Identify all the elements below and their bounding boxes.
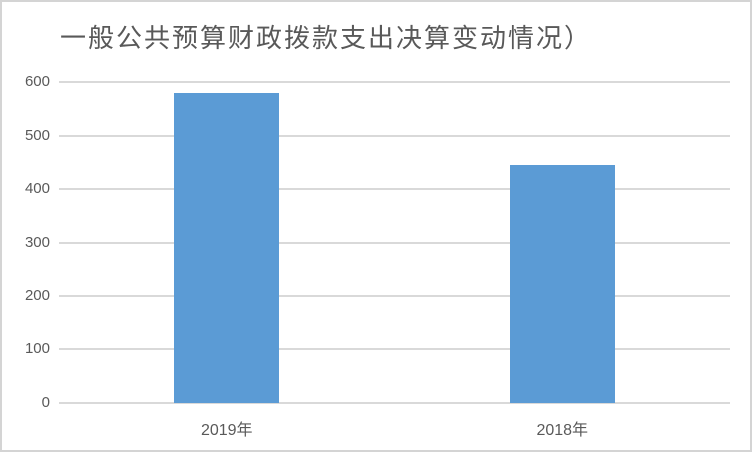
y-axis-tick-label: 100: [24, 340, 50, 358]
gridline: [59, 294, 730, 297]
y-axis-tick-label: 200: [24, 286, 50, 304]
gridline: [59, 241, 730, 244]
gridline: [59, 188, 730, 191]
gridline: [59, 401, 730, 404]
y-axis-tick-label: 300: [24, 233, 50, 251]
y-axis-tick-label: 600: [24, 73, 50, 91]
y-axis-tick-label: 500: [24, 126, 50, 144]
gridline: [59, 134, 730, 137]
bar: [509, 165, 615, 403]
bar: [174, 92, 280, 403]
gridline: [59, 348, 730, 351]
x-axis-category-label: 2019年: [200, 422, 253, 439]
chart-title: 一般公共预算财政拨款支出决算变动情况）: [60, 23, 593, 53]
x-axis-category-label: 2018年: [536, 422, 589, 439]
y-axis-tick-label: 0: [41, 393, 50, 411]
gridline: [59, 81, 730, 84]
y-axis-tick-label: 400: [24, 180, 50, 198]
